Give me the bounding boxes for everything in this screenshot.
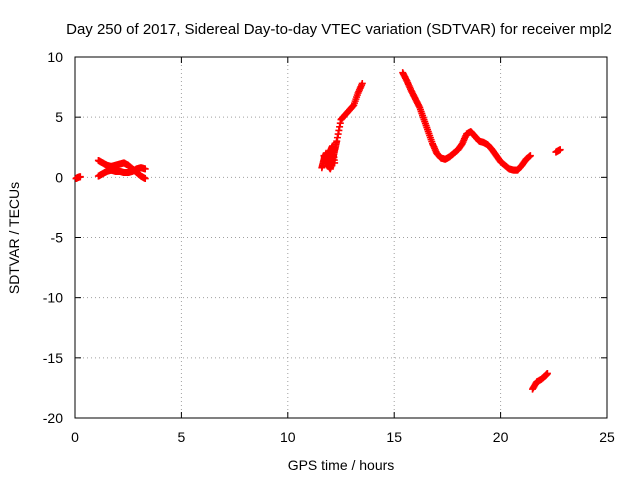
- data-point: [543, 369, 551, 377]
- y-tick-label: -20: [43, 410, 63, 426]
- data-point: [76, 173, 84, 181]
- y-tick-label: 5: [55, 109, 63, 125]
- x-tick-label: 0: [71, 429, 79, 445]
- data-point: [556, 146, 564, 154]
- y-tick-label: -5: [51, 230, 64, 246]
- data-point: [526, 152, 534, 160]
- y-tick-label: 0: [55, 169, 63, 185]
- grid-layer: [75, 57, 607, 418]
- data-series: [529, 369, 551, 393]
- data-series: [399, 69, 534, 174]
- x-tick-label: 5: [178, 429, 186, 445]
- points-layer: [72, 69, 564, 393]
- y-tick-label: -10: [43, 290, 63, 306]
- x-tick-label: 10: [280, 429, 296, 445]
- data-series: [72, 173, 84, 183]
- ticks-layer: 0 5 10 15 20 25 -20 -15 -10 -5 0 5 10: [43, 49, 615, 445]
- data-series: [94, 164, 149, 180]
- data-point: [358, 79, 366, 87]
- data-point: [141, 165, 149, 173]
- data-series: [94, 156, 149, 183]
- data-series: [320, 142, 339, 167]
- chart-title: Day 250 of 2017, Sidereal Day-to-day VTE…: [66, 21, 612, 38]
- data-point: [141, 175, 149, 183]
- y-axis-label: SDTVAR / TECUs: [6, 182, 22, 294]
- y-tick-label: 10: [47, 49, 63, 65]
- data-series: [552, 146, 564, 156]
- x-tick-label: 25: [599, 429, 615, 445]
- y-tick-label: -15: [43, 350, 63, 366]
- x-axis-label: GPS time / hours: [288, 457, 395, 473]
- x-tick-label: 15: [386, 429, 402, 445]
- x-tick-label: 20: [493, 429, 509, 445]
- data-point: [331, 159, 339, 167]
